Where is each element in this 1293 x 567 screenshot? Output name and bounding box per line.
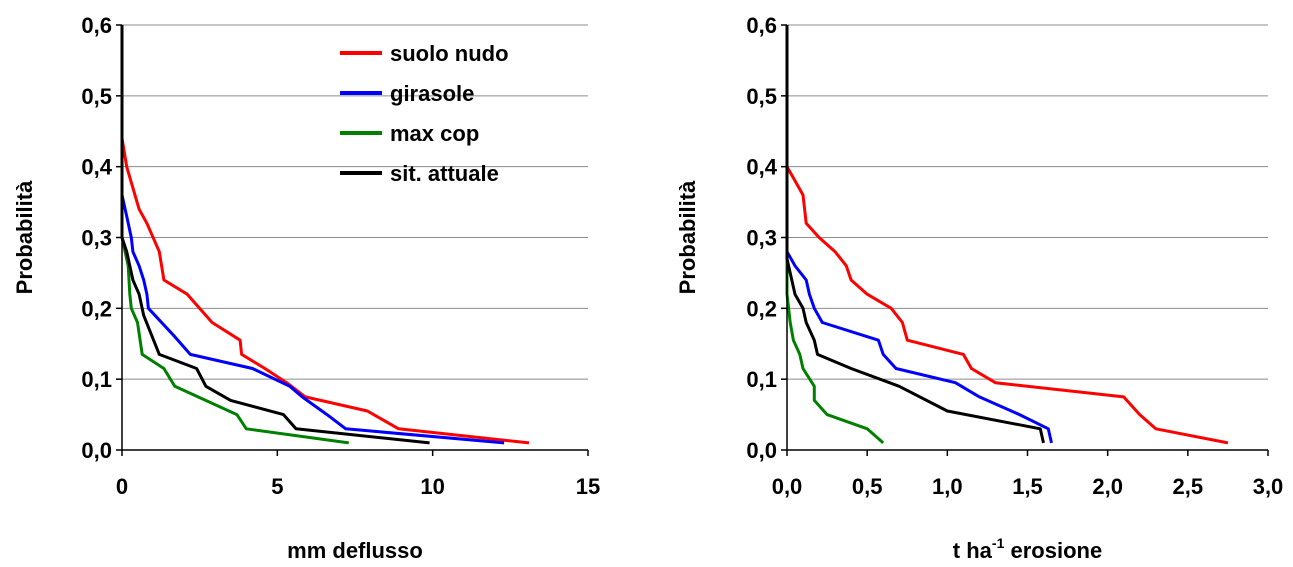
x-axis-label-superscript: -1	[992, 535, 1005, 551]
series-line-sit-attuale	[785, 25, 1045, 444]
y-tick-label: 0,1	[746, 367, 777, 392]
series-line-max-cop	[120, 25, 350, 445]
series-line-max-cop	[785, 25, 885, 445]
y-axis-label: Probabilità	[675, 180, 700, 294]
series-line-girasole	[120, 25, 505, 445]
x-axis-label-main: t ha	[953, 538, 993, 563]
x-tick-label: 0,5	[852, 474, 883, 499]
y-tick-label: 0,3	[81, 226, 112, 251]
x-axis-label-tail: erosione	[1004, 538, 1102, 563]
legend-label: max cop	[390, 121, 479, 146]
legend-label: suolo nudo	[390, 41, 509, 66]
x-tick-label: 1,0	[932, 474, 963, 499]
y-tick-label: 0,1	[81, 367, 112, 392]
x-axis-label: t ha-1 erosione	[953, 535, 1102, 563]
x-tick-label: 10	[420, 474, 444, 499]
y-tick-label: 0,6	[746, 13, 777, 38]
y-tick-label: 0,2	[81, 296, 112, 321]
x-axis-label: mm deflusso	[287, 538, 423, 563]
chart-1: 0,0 0,1 0,2 0,3 0,4 0,5 0,6 0 5 10 15 Probabilità mm…	[12, 13, 600, 563]
y-tick-label: 0,2	[746, 296, 777, 321]
x-tick-label: 0,0	[772, 474, 803, 499]
x-tick-label: 3,0	[1253, 474, 1284, 499]
y-axis-label: Probabilità	[12, 180, 37, 294]
x-tick-label: 2,0	[1092, 474, 1123, 499]
x-tick-label: 5	[271, 474, 283, 499]
y-tick-label: 0,6	[81, 13, 112, 38]
y-tick-label: 0,0	[746, 438, 777, 463]
series-line-suolo-nudo	[785, 25, 1229, 445]
x-tick-label: 1,5	[1012, 474, 1043, 499]
y-tick-label: 0,5	[81, 84, 112, 109]
y-tick-label: 0,5	[746, 84, 777, 109]
x-tick-label: 0	[116, 474, 128, 499]
legend-label: girasole	[390, 81, 474, 106]
y-tick-label: 0,4	[746, 155, 777, 180]
y-tick-label: 0,4	[81, 155, 112, 180]
x-tick-label: 2,5	[1173, 474, 1204, 499]
x-tick-label: 15	[576, 474, 600, 499]
chart-2: 0,0 0,1 0,2 0,3 0,4 0,5 0,6 0,0 0,5 1,0 1,5 2,0 2,5 3…	[675, 13, 1283, 563]
legend-label: sit. attuale	[390, 161, 499, 186]
series-line-girasole	[785, 25, 1053, 444]
series-line-suolo-nudo	[120, 25, 530, 445]
series-line-sit-attuale	[120, 25, 430, 445]
y-tick-label: 0,3	[746, 226, 777, 251]
y-tick-label: 0,0	[81, 438, 112, 463]
